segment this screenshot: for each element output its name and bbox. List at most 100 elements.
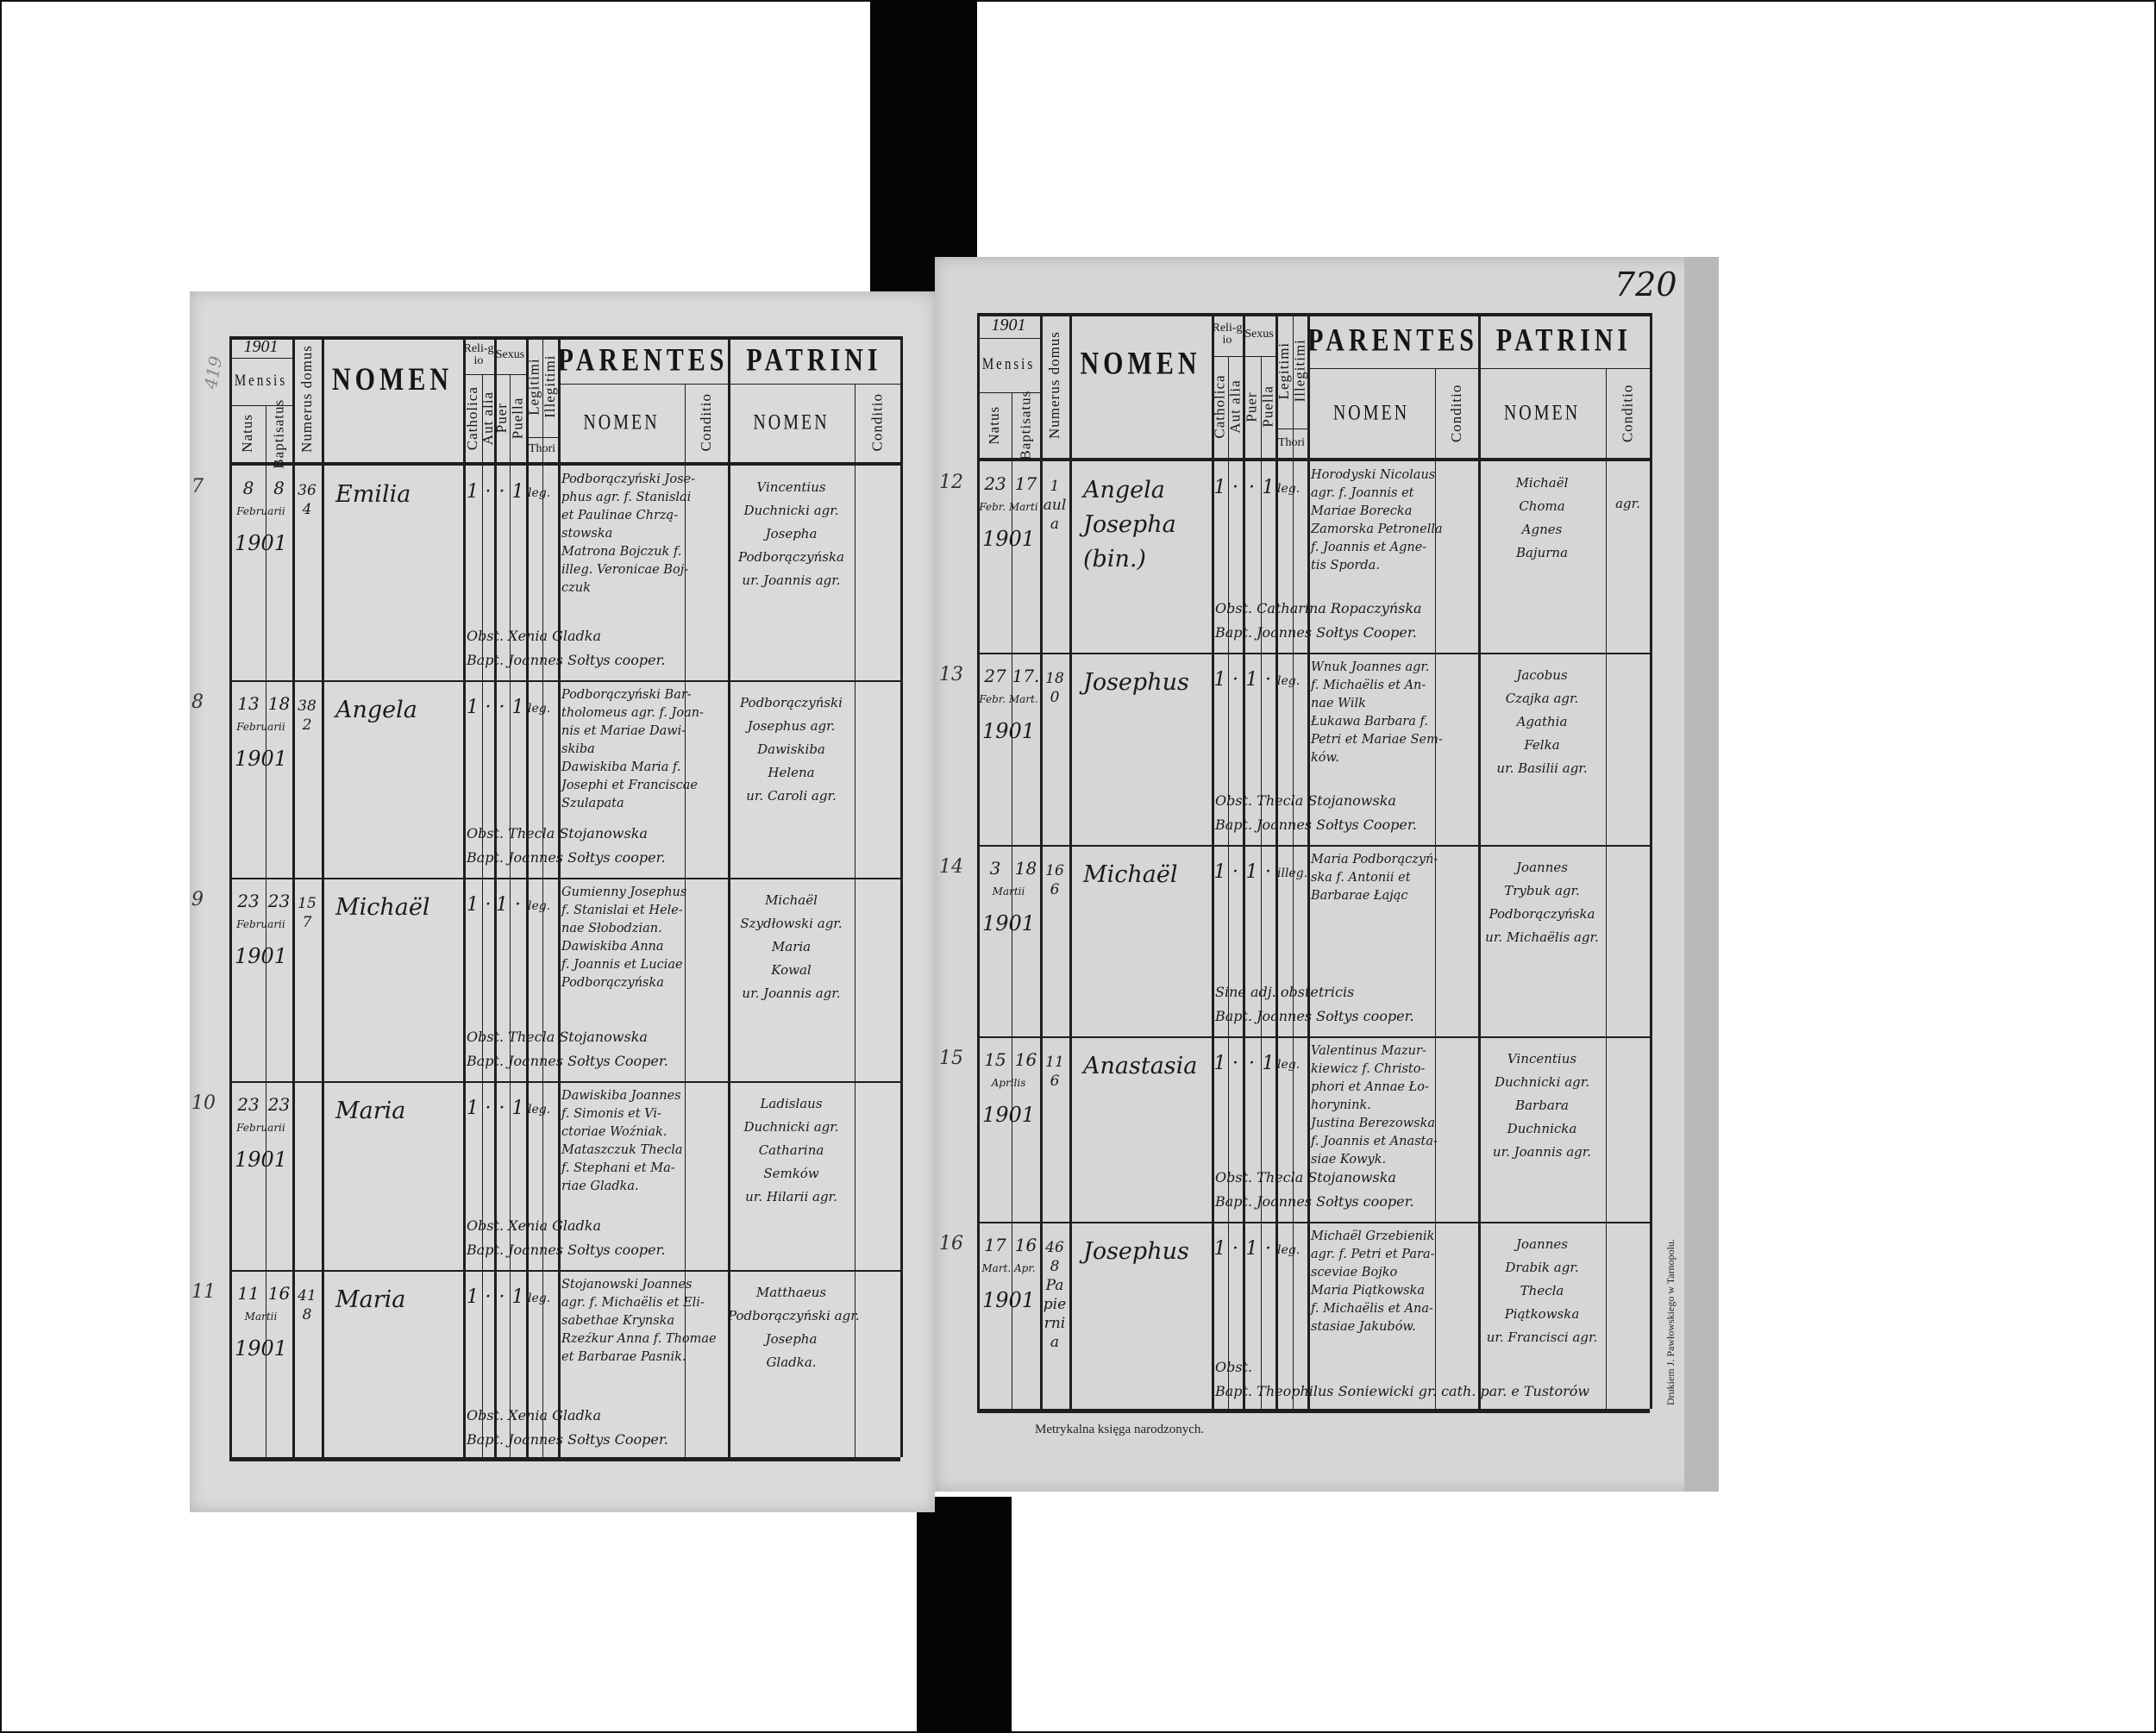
header-numerus-domus: Numerus domus <box>1046 331 1062 440</box>
parent-line: riae Gladka. <box>561 1179 639 1193</box>
baptizans-line: Bapt. Joannes Sołtys cooper. <box>467 652 666 668</box>
obstetrix-line: Obst. Catharina Ropaczyńska <box>1215 600 1422 616</box>
parent-line: f. Joannis et Anasta- <box>1311 1135 1438 1148</box>
header-mensis: Mensis <box>234 372 288 390</box>
header-parentes-conditio: Conditio <box>1448 384 1464 442</box>
mark-puer: 1 <box>496 894 508 916</box>
godparent-line: Joannes <box>1516 860 1568 875</box>
year: 1901 <box>981 527 1036 551</box>
row-rule <box>229 878 900 879</box>
header-rule <box>558 384 900 385</box>
godparent-line: Michaël <box>1515 475 1569 491</box>
table-bottom-rule <box>977 1409 1650 1411</box>
header-rule <box>229 357 292 359</box>
godparent-line: Trybuk agr. <box>1504 883 1580 898</box>
month: Februarii <box>236 505 285 517</box>
child-name: Michaël <box>335 894 430 921</box>
natus-day: 23 <box>237 1094 260 1115</box>
parent-line: f. Joannis et Agne- <box>1311 541 1427 554</box>
year: 1901 <box>234 1336 288 1361</box>
godparent-line: Vincentius <box>756 479 826 495</box>
child-name: Michaël <box>1083 861 1178 888</box>
page-number: 720 <box>1614 266 1677 303</box>
mark-puella: · <box>1265 861 1271 883</box>
godparent-line: ur. Michaëlis agr. <box>1485 929 1599 945</box>
header-rule <box>463 373 526 375</box>
header-aut-alia: Aut alia <box>1226 380 1244 435</box>
parent-line: f. Michaëlis et An- <box>1311 679 1426 692</box>
legitimacy: leg. <box>528 702 551 716</box>
header-legitimi: Legitimi <box>1275 341 1292 400</box>
baptizans-line: Bapt. Theophilus Soniewicki gr. cath. pa… <box>1215 1383 1590 1399</box>
register-table-right: 1901 Mensis Natus Baptisatus Numerus domus NO… <box>939 313 1652 1413</box>
godparent-line: Czajka agr. <box>1505 691 1579 706</box>
mark-catholica: 1 <box>467 1286 479 1308</box>
parents-names: Podborączyński Jose-phus agr. f. Stanisl… <box>561 471 731 597</box>
row-rule <box>977 653 1650 654</box>
column-rule <box>1212 313 1214 1409</box>
child-name: Angela <box>335 697 417 723</box>
column-rule <box>1261 356 1262 1409</box>
column-rule <box>1040 313 1043 1409</box>
parent-line: ctoriae Woźniak. <box>561 1125 667 1139</box>
binding-shadow-top <box>870 0 977 293</box>
parent-line: Rzeźkur Anna f. Thomae <box>561 1332 717 1346</box>
godparent-line: ur. Joannis agr. <box>742 985 841 1001</box>
child-name: Maria <box>335 1286 406 1313</box>
baptisatus-day: 17. <box>1012 666 1040 686</box>
godparent-line: Szydłowski agr. <box>740 916 843 931</box>
parent-line: Szulapata <box>561 797 624 810</box>
header-aut-alia: Aut alia <box>479 391 496 446</box>
godparent-line: ur. Joannis agr. <box>1492 1144 1592 1160</box>
natus-day: 13 <box>237 693 260 714</box>
header-rule <box>1212 356 1275 358</box>
parent-line: Josephi et Franciscae <box>561 779 698 792</box>
header-sexus: Sexus <box>495 347 525 361</box>
child-name: Maria <box>335 1098 406 1124</box>
month: Februarii <box>236 918 285 930</box>
parent-line: Stojanowski Joannes <box>561 1278 693 1292</box>
parents-names: Michaël Grzebienik agr. f. Petri et Para-… <box>1311 1228 1482 1336</box>
header-parentes: PARENTES <box>1307 322 1478 358</box>
header-puella: Puella <box>509 397 526 440</box>
year: 1901 <box>234 944 288 968</box>
header-legitimi: Legitimi <box>525 358 542 416</box>
mark-puella: 1 <box>1262 1053 1275 1074</box>
baptizans-line: Bapt. Joannes Sołtys cooper. <box>467 1242 666 1258</box>
entry-margin-number: 11 <box>191 1281 216 1303</box>
column-rule <box>1228 356 1229 1409</box>
column-rule <box>526 336 529 1457</box>
table-top-rule <box>977 313 1650 316</box>
month: Febr. Mart. <box>979 693 1038 705</box>
natus-day: 11 <box>237 1283 260 1304</box>
mark-aut-alia: · <box>485 697 492 718</box>
godparents-names: Joannes Trybuk agr. Podborączyńska ur. Mich… <box>1478 856 1606 949</box>
mark-aut-alia: · <box>485 894 492 916</box>
parent-line: f. Joannis et Luciae <box>561 958 683 972</box>
legitimacy: leg. <box>1277 1058 1300 1072</box>
column-rule <box>900 336 903 1457</box>
header-thori: Thori <box>528 442 556 456</box>
parent-line: f. Stanislai et Hele- <box>561 904 683 917</box>
godparent-line: ur. Joannis agr. <box>742 572 841 588</box>
entry-margin-number: 16 <box>939 1233 963 1254</box>
entry-margin-number: 15 <box>939 1048 963 1069</box>
row-rule <box>977 1411 1650 1413</box>
numerus-domus: 418 <box>298 1287 317 1323</box>
header-rule <box>977 392 1040 394</box>
mark-aut-alia: · <box>485 1098 492 1119</box>
godparent-line: ur. Basilii agr. <box>1496 760 1588 776</box>
entry-margin-number: 13 <box>939 664 963 685</box>
natus-day: 17 <box>984 1235 1006 1255</box>
godparent-line: Barbara <box>1515 1098 1569 1113</box>
month: Martii <box>244 1311 278 1323</box>
legitimacy: illeg. <box>1277 866 1308 880</box>
header-patrini: PATRINI <box>746 341 882 378</box>
parent-line: Dawiskiba Anna <box>561 940 664 954</box>
godparents-names: Vincentius Duchnicki agr. Josepha Podborącz… <box>728 476 855 592</box>
year: 1901 <box>981 1103 1036 1127</box>
parent-line: Dawiskiba Maria f. <box>561 760 681 774</box>
mark-puer: · <box>1249 1053 1255 1074</box>
parent-line: f. Stephani et Ma- <box>561 1161 675 1175</box>
godparent-line: Drabik agr. <box>1505 1260 1579 1275</box>
